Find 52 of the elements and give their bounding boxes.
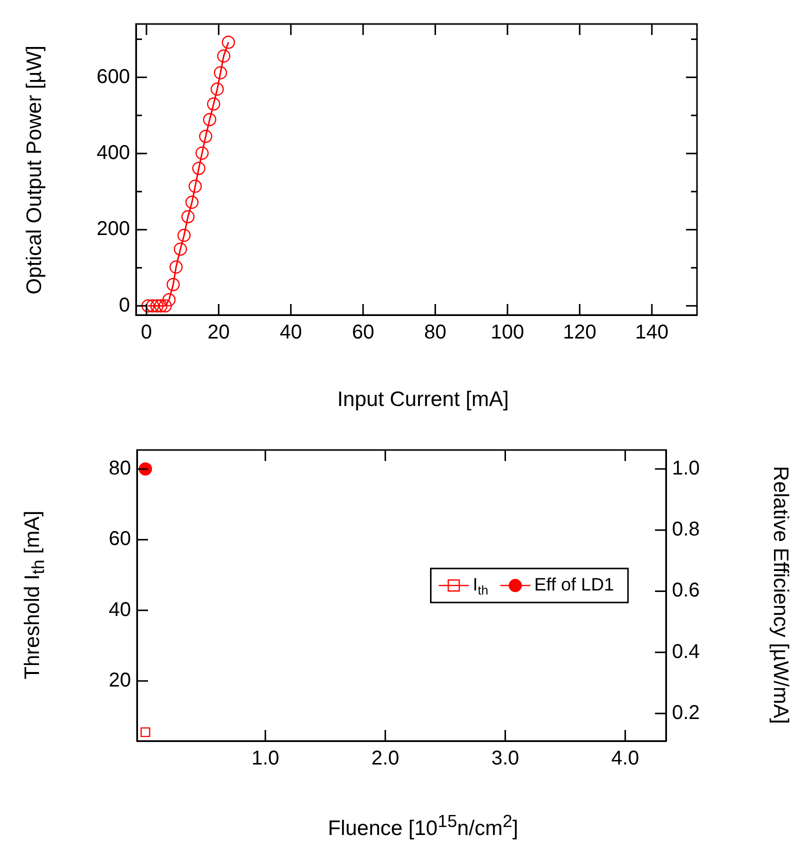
point (217, 49, 230, 63)
y-tick-label: 40 (108, 598, 131, 621)
point (199, 130, 212, 143)
point (146, 299, 160, 312)
x-tick-label: 80 (424, 322, 446, 344)
point (169, 260, 183, 274)
y-tick-label: 400 (96, 142, 130, 164)
x-tick-label: 100 (490, 322, 524, 344)
point (141, 299, 155, 312)
x-tick-label: 120 (562, 322, 596, 344)
x-axis-title: Fluence [10$^{15}$n/cm$^{2}$] (328, 811, 518, 841)
x-tick-label: 2.0 (371, 748, 400, 770)
y2-tick-label: 1.0 (672, 457, 700, 480)
point (162, 293, 176, 306)
point (207, 97, 220, 111)
y-tick-label: 0 (118, 294, 130, 316)
x-tick-label: 140 (635, 322, 669, 344)
x-tick-label: 0 (140, 322, 152, 344)
x-axis-title: Input Current [mA] (337, 388, 509, 412)
point (166, 278, 180, 292)
y2-tick-label: 0.8 (672, 518, 700, 541)
point (210, 82, 224, 96)
point (154, 299, 168, 312)
y2-tick-label: 0.4 (672, 640, 700, 663)
point (222, 36, 236, 49)
y2-tick-label: 0.6 (672, 580, 700, 602)
point (203, 113, 216, 126)
y2-axis-title: Relative Efficiency [µW/mA] (768, 466, 792, 724)
x-tick-label: 60 (352, 322, 374, 344)
point (185, 196, 199, 209)
legend-label: Eff of LD1 (534, 574, 614, 594)
point (192, 162, 206, 175)
y2-tick-label: 0.2 (672, 702, 700, 724)
x-tick-label: 1.0 (251, 748, 280, 770)
point (150, 299, 164, 312)
y-tick-label: 60 (108, 528, 131, 550)
point (214, 66, 228, 80)
y-tick-label: 600 (96, 66, 130, 88)
y-tick-label: 20 (108, 669, 131, 692)
point (188, 180, 202, 193)
point (181, 210, 195, 224)
point (174, 242, 188, 256)
x-tick-label: 40 (280, 322, 302, 344)
point (177, 228, 191, 242)
y-tick-label: 80 (108, 458, 131, 480)
y-tick-label: 200 (96, 218, 130, 240)
point (158, 299, 172, 312)
x-tick-label: 4.0 (611, 748, 640, 770)
x-tick-label: 20 (208, 322, 230, 344)
y-axis-title: Optical Output Power [µW] (23, 45, 47, 295)
x-tick-label: 3.0 (491, 748, 520, 770)
point (195, 146, 209, 160)
